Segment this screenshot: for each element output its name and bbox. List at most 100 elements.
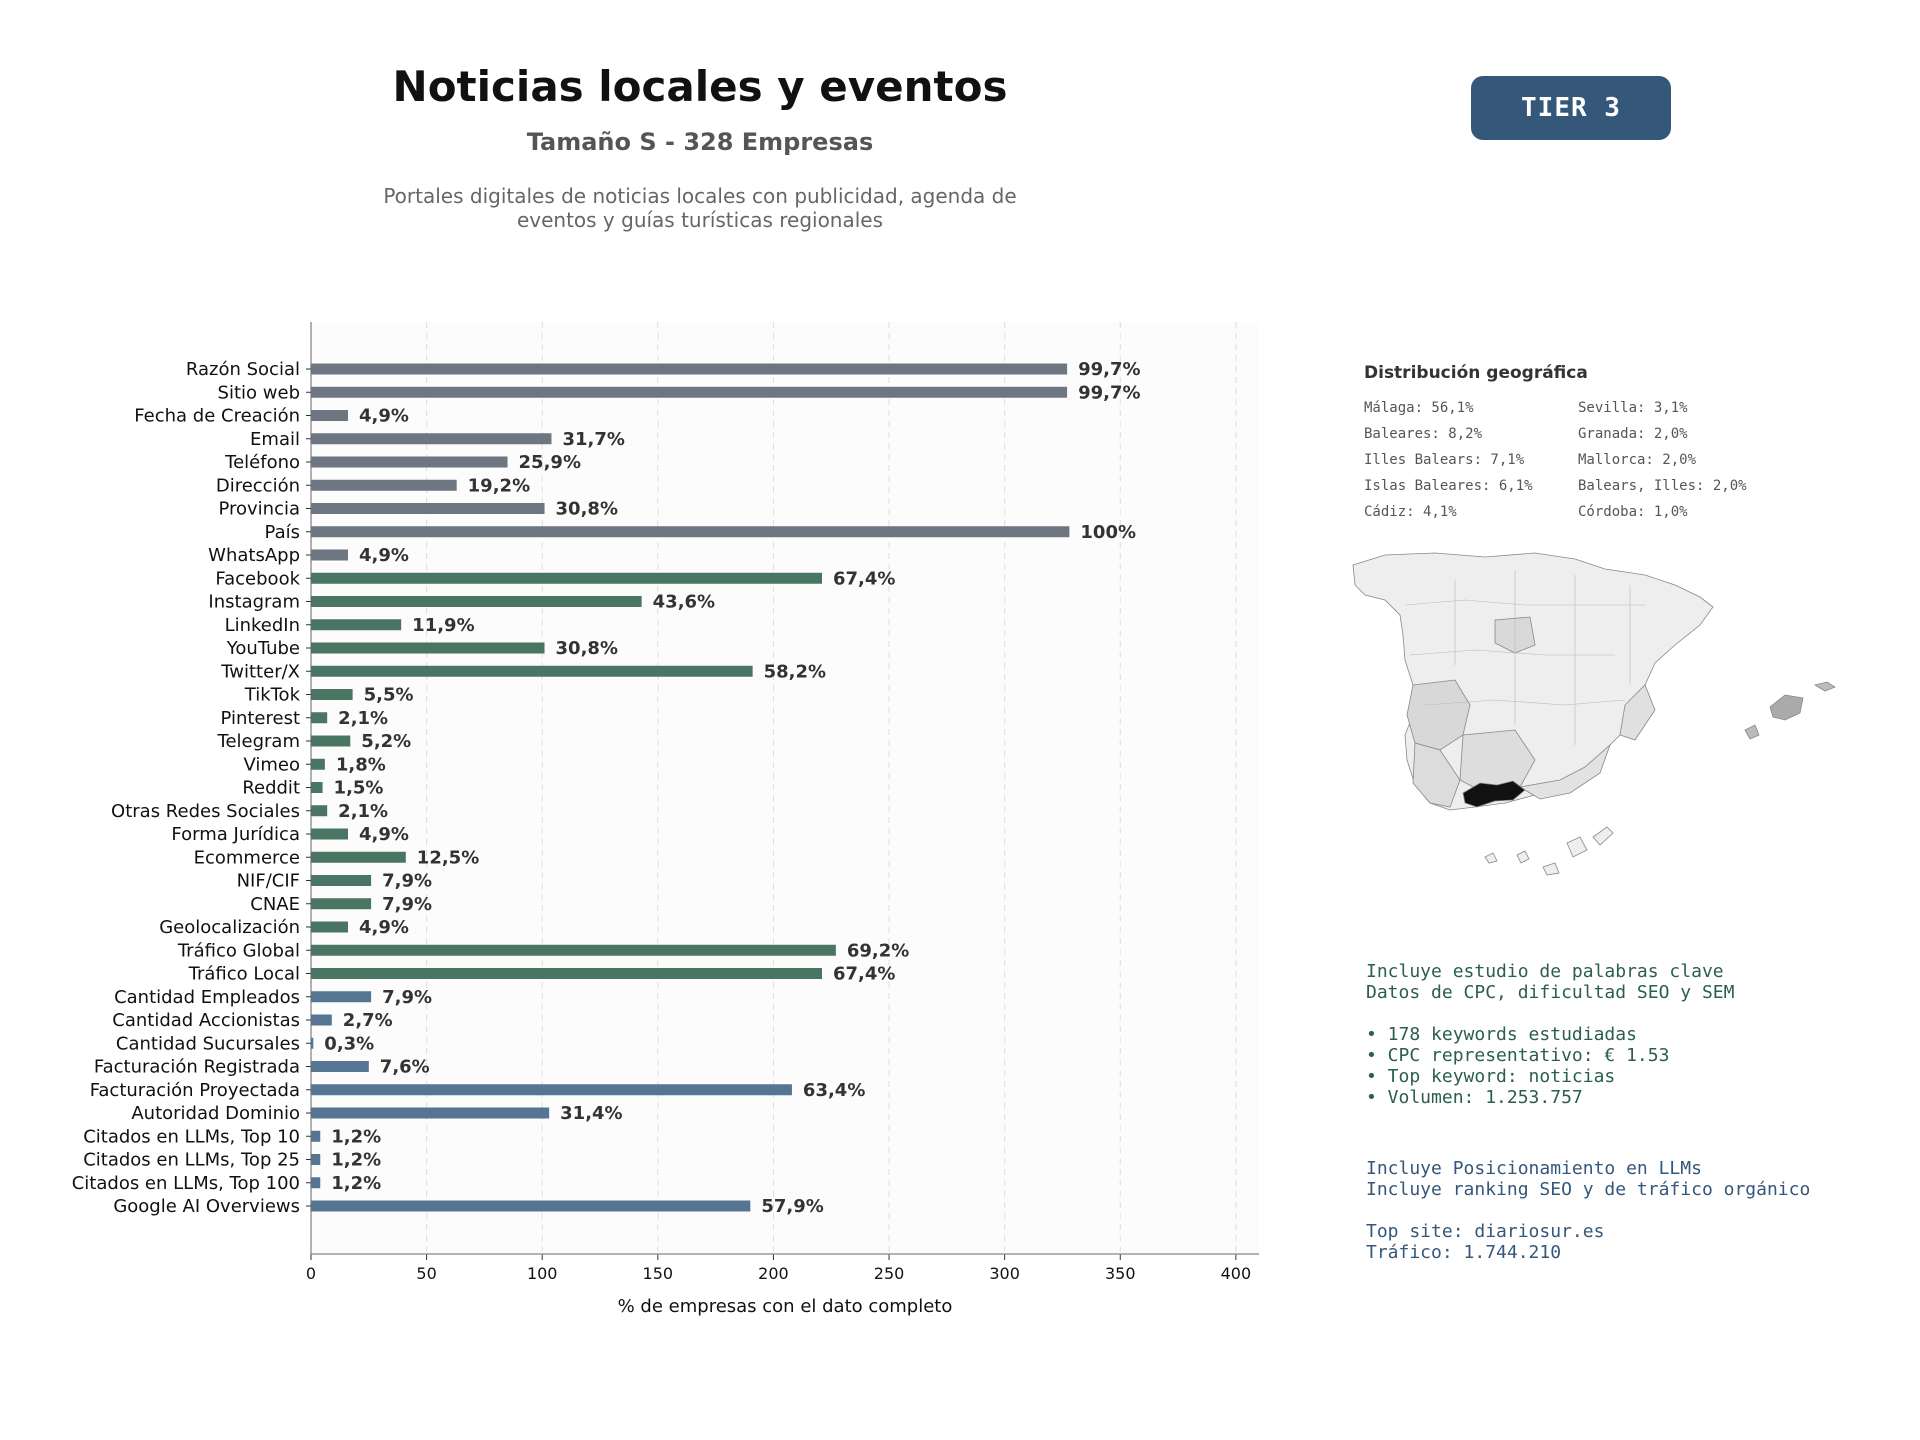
category-label: NIF/CIF (237, 871, 300, 892)
map-region (1406, 679, 1471, 751)
category-label: Facturación Registrada (94, 1057, 300, 1078)
bar (311, 1107, 550, 1119)
bar (311, 828, 348, 840)
sector-description: Portales digitales de noticias locales c… (360, 184, 1040, 232)
bar (311, 386, 1068, 398)
geo-item: Mallorca: 2,0% (1578, 452, 1697, 468)
map-canary-island (1566, 836, 1588, 858)
bar (311, 456, 508, 468)
data-label: 67,4% (833, 568, 895, 589)
keywords-info: Incluye estudio de palabras clave Datos … (1366, 961, 1734, 1108)
plot-area (311, 322, 1259, 1254)
category-label: Dirección (216, 475, 300, 496)
data-label: 2,1% (338, 801, 388, 822)
keywords-line: Datos de CPC, dificultad SEO y SEM (1366, 982, 1735, 1003)
x-tick-label: 300 (989, 1264, 1020, 1283)
keywords-bullet: • Top keyword: noticias (1366, 1066, 1616, 1087)
bar (311, 549, 348, 561)
bar (311, 1084, 792, 1096)
data-label: 99,7% (1078, 359, 1140, 380)
data-label: 1,2% (331, 1173, 381, 1194)
map-region (1412, 742, 1461, 808)
x-tick-label: 150 (643, 1264, 674, 1283)
data-label: 63,4% (803, 1080, 865, 1101)
map-malaga-highlight (1462, 780, 1526, 808)
data-label: 30,8% (556, 638, 618, 659)
bar (311, 991, 372, 1003)
seo-line: Incluye ranking SEO y de tráfico orgánic… (1366, 1179, 1811, 1200)
spain-choropleth-map (1352, 552, 1836, 876)
bar (311, 875, 372, 886)
map-balearic-ibiza (1744, 724, 1760, 740)
category-label: Pinterest (220, 708, 300, 729)
category-label: Otras Redes Sociales (111, 801, 300, 822)
description-line: Portales digitales de noticias locales c… (383, 184, 1017, 208)
data-label: 1,2% (331, 1150, 381, 1171)
bar (311, 665, 753, 677)
tier-badge: TIER 3 (1471, 76, 1671, 140)
category-label: TikTok (244, 685, 301, 706)
data-label: 1,8% (336, 754, 386, 775)
geo-item: Balears, Illes: 2,0% (1578, 478, 1747, 494)
data-label: 99,7% (1078, 382, 1140, 403)
data-label: 31,7% (562, 429, 624, 450)
data-label: 57,9% (761, 1196, 823, 1217)
geo-item: Baleares: 8,2% (1364, 426, 1483, 442)
category-label: Email (250, 429, 300, 450)
category-label: Autoridad Dominio (131, 1103, 300, 1124)
category-label: Citados en LLMs, Top 25 (83, 1150, 300, 1171)
data-label: 2,1% (338, 708, 388, 729)
bar (311, 689, 353, 700)
bar (311, 758, 325, 770)
completeness-bar-chart: 0 50 100 150 200 250 300 350 400 % de empresas co… (72, 322, 1259, 1317)
top-site-traffic: Tráfico: 1.744.210 (1366, 1242, 1562, 1263)
page-title: Noticias locales y eventos (392, 62, 1008, 111)
bar (311, 1154, 321, 1165)
x-tick-label: 200 (758, 1264, 789, 1283)
data-label: 7,6% (380, 1057, 430, 1078)
category-label: Vimeo (243, 754, 300, 775)
geo-item: Islas Baleares: 6,1% (1364, 478, 1533, 494)
x-axis-title: % de empresas con el dato completo (618, 1296, 953, 1317)
x-tick-label: 350 (1105, 1264, 1136, 1283)
bar (311, 782, 323, 793)
category-label: Sitio web (218, 382, 300, 403)
category-label: Ecommerce (194, 847, 300, 868)
x-tick-label: 250 (874, 1264, 905, 1283)
bar (311, 1130, 321, 1142)
map-region (1619, 684, 1656, 741)
seo-info: Incluye Posicionamiento en LLMs Incluye … (1366, 1158, 1810, 1263)
bar (311, 921, 348, 933)
bar (311, 805, 328, 817)
data-label: 4,9% (359, 824, 409, 845)
category-label: Fecha de Creación (134, 406, 300, 427)
data-label: 19,2% (468, 475, 530, 496)
bar (311, 712, 328, 724)
bar (311, 526, 1070, 538)
data-label: 12,5% (417, 847, 479, 868)
geo-item: Córdoba: 1,0% (1578, 504, 1688, 520)
data-label: 11,9% (412, 615, 474, 636)
category-label: País (265, 522, 300, 543)
bar (311, 851, 406, 863)
geo-item: Granada: 2,0% (1578, 426, 1688, 442)
data-label: 4,9% (359, 406, 409, 427)
data-label: 58,2% (764, 661, 826, 682)
x-tick-label: 50 (416, 1264, 436, 1283)
keywords-line: Incluye estudio de palabras clave (1366, 961, 1724, 982)
map-canary-island (1542, 862, 1560, 876)
category-label: Twitter/X (220, 661, 300, 682)
category-label: Facturación Proyectada (90, 1080, 300, 1101)
map-balearic-menorca (1813, 681, 1836, 692)
category-label: Provincia (218, 499, 300, 520)
bar (311, 619, 402, 631)
data-label: 7,9% (382, 987, 432, 1008)
data-label: 2,7% (343, 1010, 393, 1031)
bar (311, 1200, 751, 1212)
category-label: WhatsApp (208, 545, 300, 566)
category-label: CNAE (250, 894, 300, 915)
bar (311, 503, 545, 514)
bar (311, 433, 552, 445)
data-label: 5,2% (361, 731, 411, 752)
bar (311, 642, 545, 654)
